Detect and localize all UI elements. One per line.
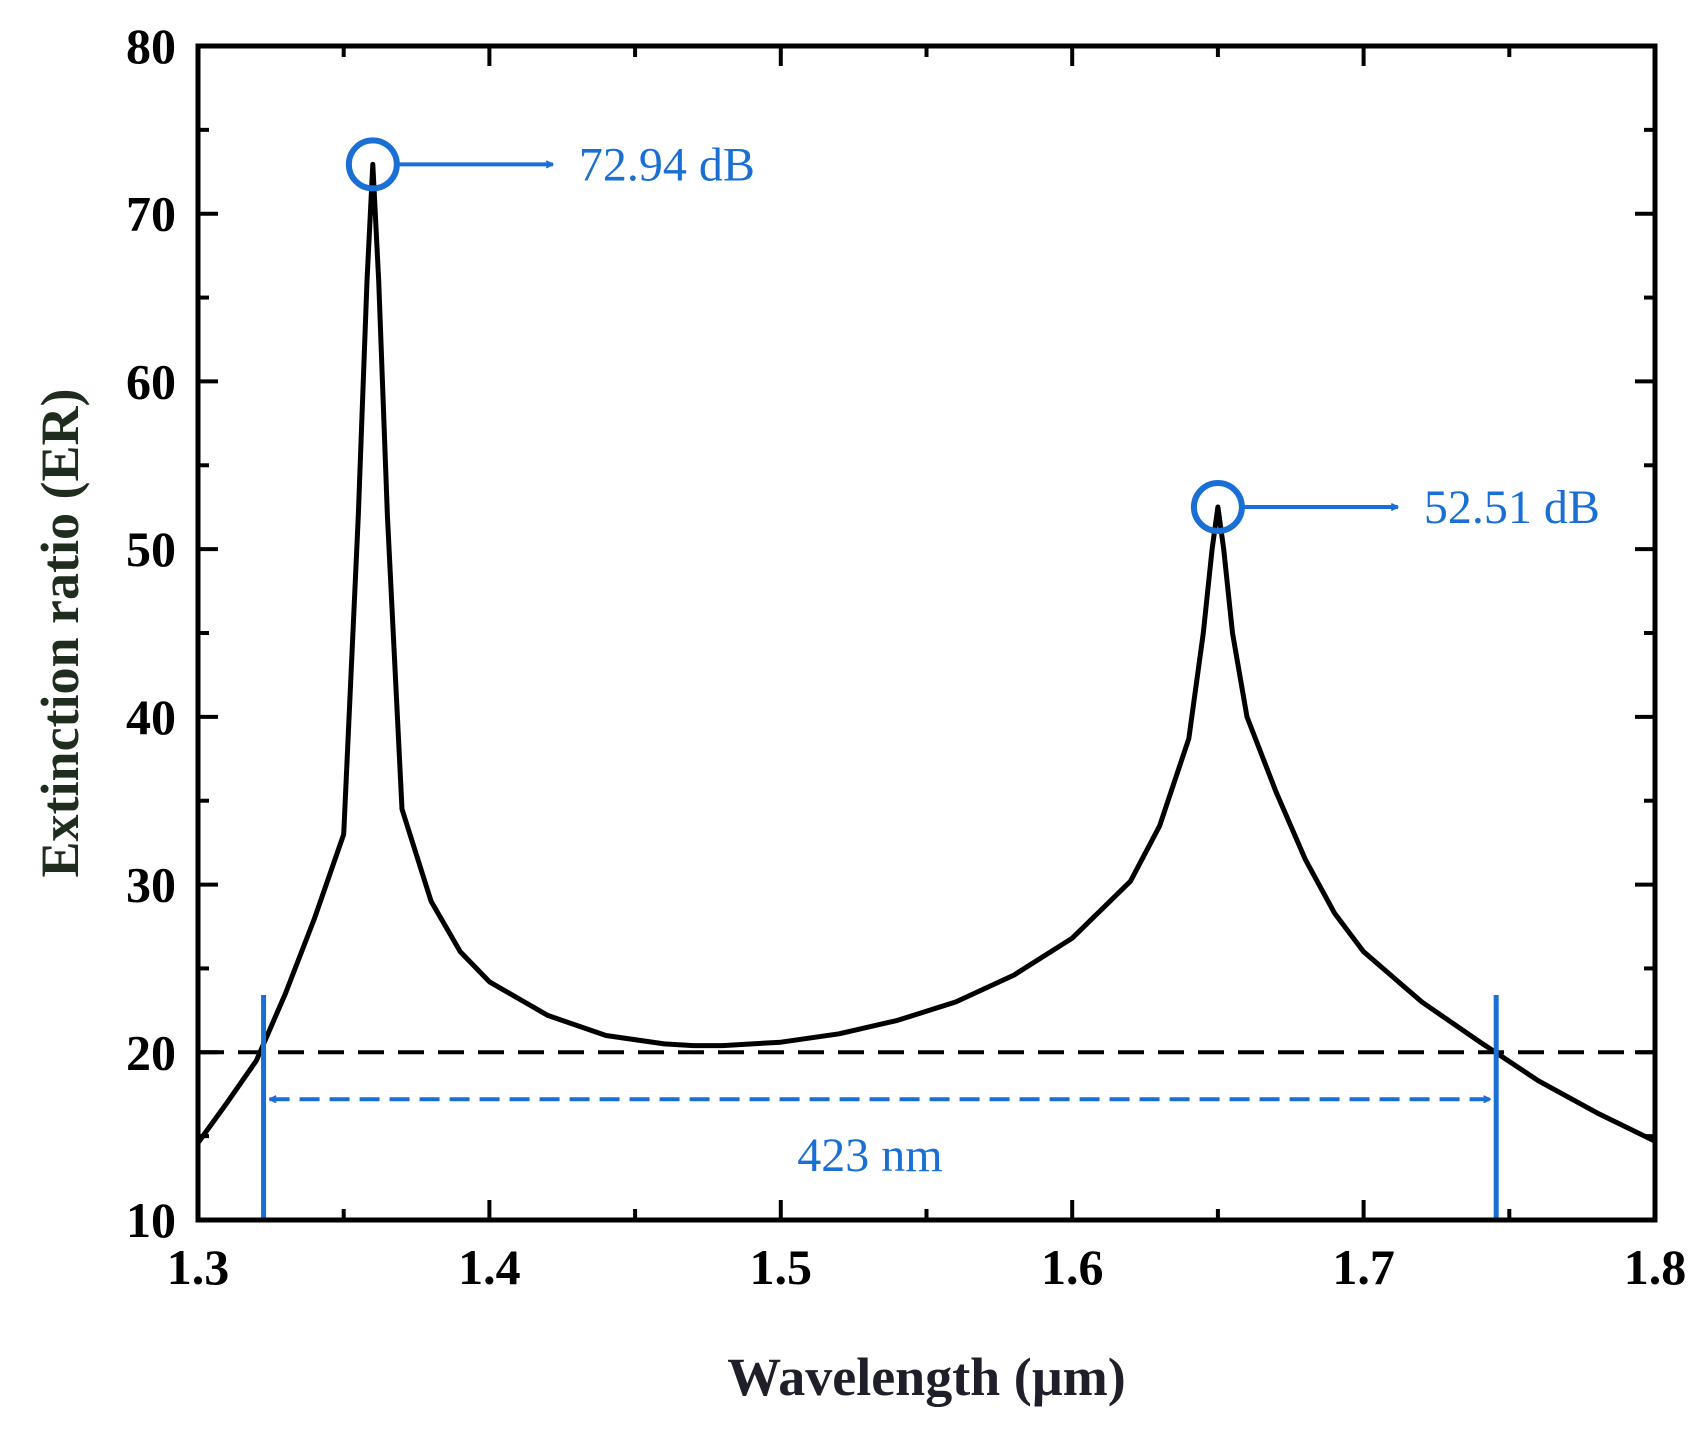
x-tick-labels: 1.3 1.4 1.5 1.6 1.7 1.8 [167,1239,1687,1295]
peak-value-label: 52.51 dB [1424,481,1600,534]
x-tick-label: 1.8 [1624,1239,1687,1295]
bandwidth-indicator: 423 nm [261,995,1499,1222]
ticks-layer [196,44,1657,1222]
peak-marker-circle [1190,480,1245,535]
y-axis-title: Extinction ratio (ER) [30,389,90,878]
peak-value-label: 72.94 dB [579,138,755,191]
peak-marker-circle [345,137,400,192]
x-axis-title: Wavelength (µm) [727,1347,1126,1407]
plot-frame [195,43,1658,1223]
extinction-ratio-curve [195,161,1657,1145]
y-tick-label: 40 [126,689,176,745]
y-tick-label: 80 [126,18,176,74]
y-tick-label: 60 [126,353,176,409]
y-tick-label: 10 [126,1192,176,1248]
bandwidth-label: 423 nm [797,1129,942,1182]
x-tick-label: 1.7 [1332,1239,1395,1295]
y-tick-labels: 10 20 30 40 50 60 70 80 [126,18,176,1248]
x-tick-label: 1.6 [1041,1239,1104,1295]
x-tick-label: 1.3 [167,1239,230,1295]
y-tick-label: 20 [126,1024,176,1080]
y-tick-label: 50 [126,521,176,577]
x-tick-label: 1.4 [458,1239,521,1295]
peak-annotations: 72.94 dB 52.51 dB [345,137,1600,535]
y-tick-label: 70 [126,186,176,242]
x-tick-label: 1.5 [750,1239,813,1295]
y-tick-label: 30 [126,857,176,913]
